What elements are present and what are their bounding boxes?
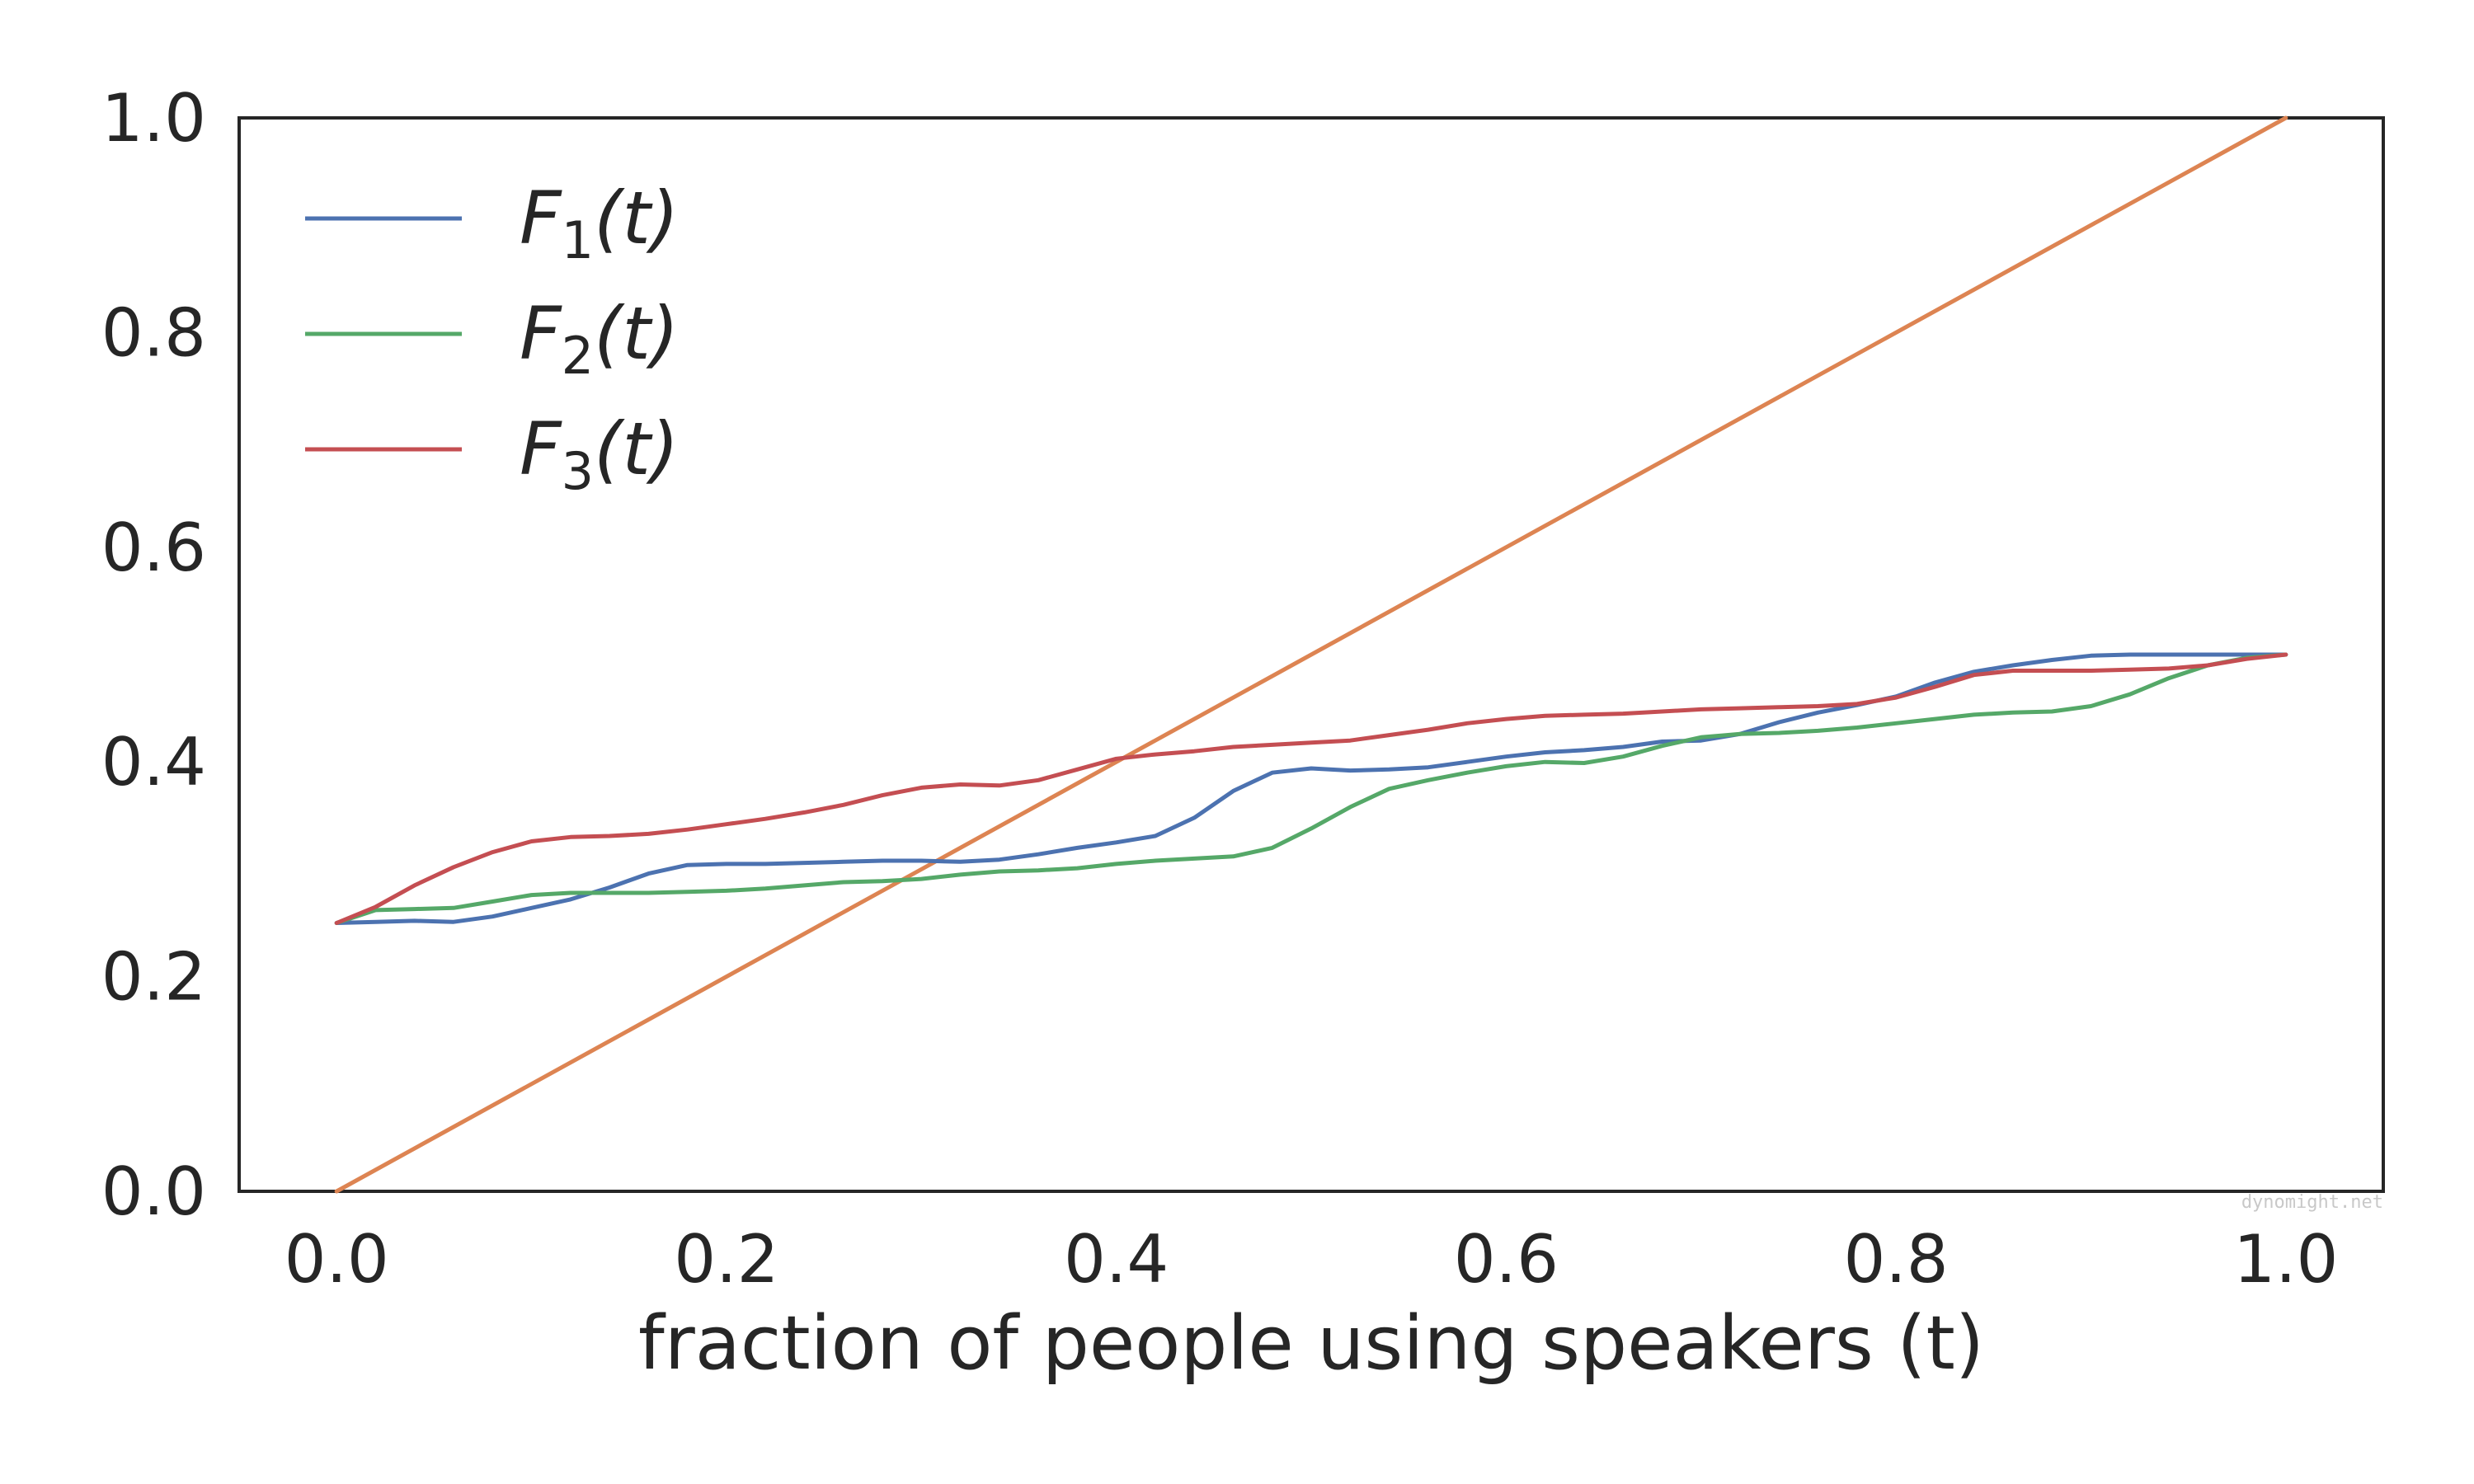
y-tick-label: 0.4 [101, 724, 206, 801]
series-line-f2t [334, 652, 2288, 925]
x-tick-label: 0.2 [674, 1221, 778, 1298]
y-tick-label: 0.0 [101, 1153, 206, 1230]
legend-item: F2(t) [305, 291, 679, 386]
series-line-reference-diagonal [334, 115, 2288, 1194]
y-tick-label: 0.6 [101, 510, 206, 586]
legend-label: F2(t) [520, 291, 679, 386]
watermark: dynomight.net [2241, 1192, 2383, 1213]
x-tick-labels: 0.0 0.2 0.4 0.6 0.8 1.0 [285, 1221, 2339, 1298]
y-tick-label: 0.2 [101, 939, 206, 1016]
series-line-f3t [334, 652, 2288, 925]
legend-item: F1(t) [305, 176, 679, 270]
x-tick-label: 0.4 [1064, 1221, 1169, 1298]
legend: F1(t) F2(t) F3(t) [305, 176, 679, 501]
y-tick-labels: 0.0 0.2 0.4 0.6 0.8 1.0 [101, 80, 206, 1230]
y-tick-label: 0.8 [101, 294, 206, 371]
series-layer [334, 115, 2288, 1194]
legend-label: F3(t) [520, 406, 679, 501]
x-tick-label: 0.6 [1454, 1221, 1559, 1298]
x-tick-label: 0.8 [1843, 1221, 1948, 1298]
x-axis-label: fraction of people using speakers (t) [638, 1300, 1984, 1387]
y-tick-label: 1.0 [101, 80, 206, 157]
x-tick-label: 0.0 [285, 1221, 389, 1298]
series-line-f1t [334, 652, 2288, 925]
legend-item: F3(t) [305, 406, 679, 501]
legend-label: F1(t) [520, 176, 679, 270]
x-tick-label: 1.0 [2233, 1221, 2338, 1298]
